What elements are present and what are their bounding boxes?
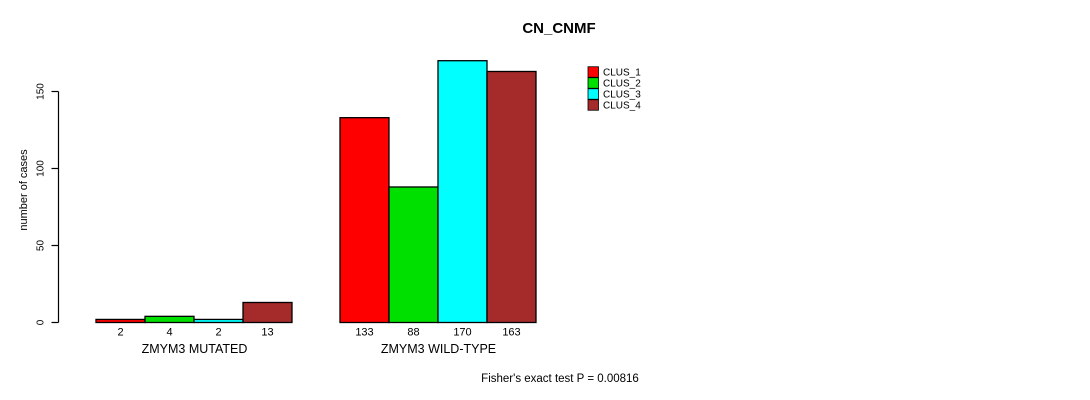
- legend-swatch-clus_3: [587, 88, 599, 100]
- bars-group: [95, 60, 537, 324]
- y-tick-label: 100: [36, 160, 47, 177]
- chart-title: CN_CNMF: [522, 20, 595, 37]
- bar-clus_3-group1: [193, 318, 244, 324]
- bar-clus_2-group1: [144, 315, 195, 324]
- legend-label-clus_1: CLUS_1: [603, 68, 641, 79]
- bar-clus_3-group2: [437, 60, 488, 324]
- y-tick-label: 50: [36, 240, 47, 252]
- fisher-test-annotation: Fisher's exact test P = 0.00816: [481, 373, 639, 385]
- bar-value-clus_1-group1: 2: [117, 327, 123, 339]
- legend-label-clus_4: CLUS_4: [603, 101, 641, 112]
- bar-value-labels: 2 4 2 13 133 88 170 163: [117, 327, 520, 339]
- group-label-mutated: ZMYM3 MUTATED: [142, 342, 248, 356]
- legend-label-clus_3: CLUS_3: [603, 90, 641, 101]
- y-axis: 0 50 100 150: [36, 83, 60, 325]
- y-tick-label: 150: [36, 83, 47, 100]
- y-axis-label: number of cases: [18, 149, 30, 231]
- y-tick-label: 0: [36, 319, 47, 325]
- legend-swatch-clus_4: [587, 99, 599, 111]
- bar-clus_4-group1: [242, 301, 293, 324]
- bar-clus_1-group1: [95, 318, 146, 324]
- bar-value-clus_2-group1: 4: [166, 327, 172, 339]
- group-label-wildtype: ZMYM3 WILD-TYPE: [381, 342, 496, 356]
- bar-value-clus_3-group2: 170: [453, 327, 471, 339]
- bar-clus_4-group2: [486, 70, 537, 324]
- bar-clus_2-group2: [388, 186, 439, 324]
- bar-value-clus_2-group2: 88: [407, 327, 419, 339]
- bar-clus_1-group2: [339, 117, 390, 324]
- bar-value-clus_4-group1: 13: [261, 327, 273, 339]
- bar-value-clus_3-group1: 2: [215, 327, 221, 339]
- legend-label-clus_2: CLUS_2: [603, 79, 641, 90]
- bar-value-clus_4-group2: 163: [502, 327, 520, 339]
- bar-value-clus_1-group2: 133: [355, 327, 373, 339]
- legend-swatch-clus_1: [587, 66, 599, 78]
- legend-swatch-clus_2: [587, 77, 599, 89]
